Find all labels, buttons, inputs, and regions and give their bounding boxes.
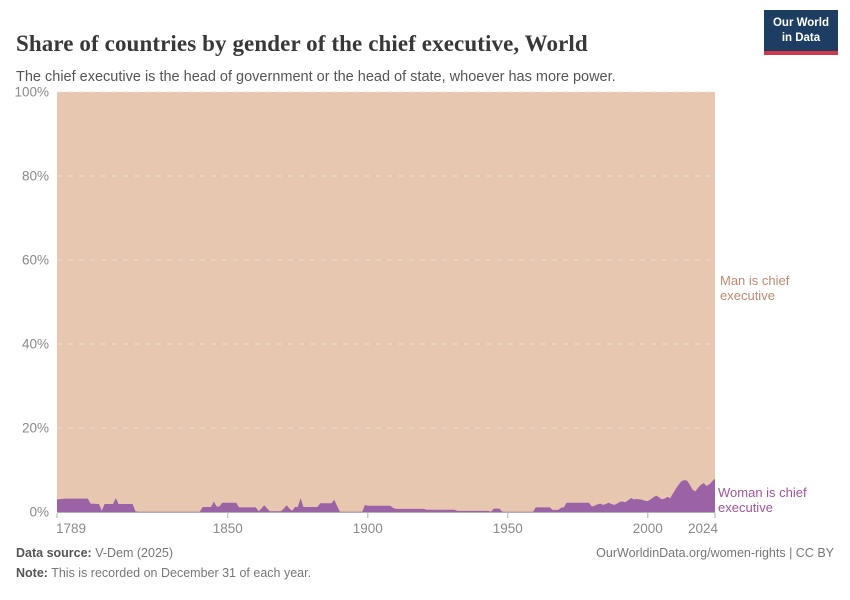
- data-source-row: Data source: V-Dem (2025): [16, 546, 834, 560]
- x-axis-label-1950: 1950: [493, 521, 523, 536]
- x-axis-label-1900: 1900: [353, 521, 383, 536]
- y-axis-label-20: 20%: [22, 421, 49, 436]
- y-axis-label-60: 60%: [22, 253, 49, 268]
- note-label: Note:: [16, 566, 48, 580]
- owid-logo-line2: in Data: [781, 31, 821, 44]
- series-label-woman: Woman is chief executive: [718, 485, 807, 516]
- x-axis-label-2024: 2024: [688, 521, 719, 536]
- owid-license-link[interactable]: OurWorldinData.org/women-rights | CC BY: [596, 546, 834, 560]
- chart-footer: Data source: V-Dem (2025) Note: This is …: [16, 546, 834, 586]
- y-axis-label-80: 80%: [22, 169, 49, 184]
- chart-area[interactable]: 0% 20% 40% 60% 80% 100% 1789 1850 1900 1950 2000 20…: [0, 85, 850, 540]
- data-source-label: Data source:: [16, 546, 92, 560]
- y-axis-label-40: 40%: [22, 337, 49, 352]
- page-title: Share of countries by gender of the chie…: [16, 31, 588, 57]
- owid-logo-line1: Our World: [772, 17, 829, 29]
- y-axis-label-0: 0%: [29, 505, 49, 520]
- area-woman-is-chief-executive[interactable]: [57, 478, 715, 512]
- note-row: Note: This is recorded on December 31 of…: [16, 566, 834, 580]
- x-axis-label-1850: 1850: [213, 521, 243, 536]
- chart-subtitle: The chief executive is the head of gover…: [16, 68, 616, 85]
- x-axis-label-2000: 2000: [633, 521, 663, 536]
- y-axis-label-100: 100%: [14, 85, 49, 100]
- owid-logo[interactable]: Our World in Data: [763, 10, 838, 55]
- area-man-is-chief-executive[interactable]: [57, 92, 715, 512]
- stacked-area-chart[interactable]: 0% 20% 40% 60% 80% 100% 1789 1850 1900 1950 2000 20…: [0, 85, 850, 540]
- series-label-man: Man is chief executive: [720, 273, 790, 304]
- note-value: This is recorded on December 31 of each …: [47, 566, 312, 580]
- data-source-value: V-Dem (2025): [91, 546, 174, 560]
- x-axis-label-1789: 1789: [56, 521, 86, 536]
